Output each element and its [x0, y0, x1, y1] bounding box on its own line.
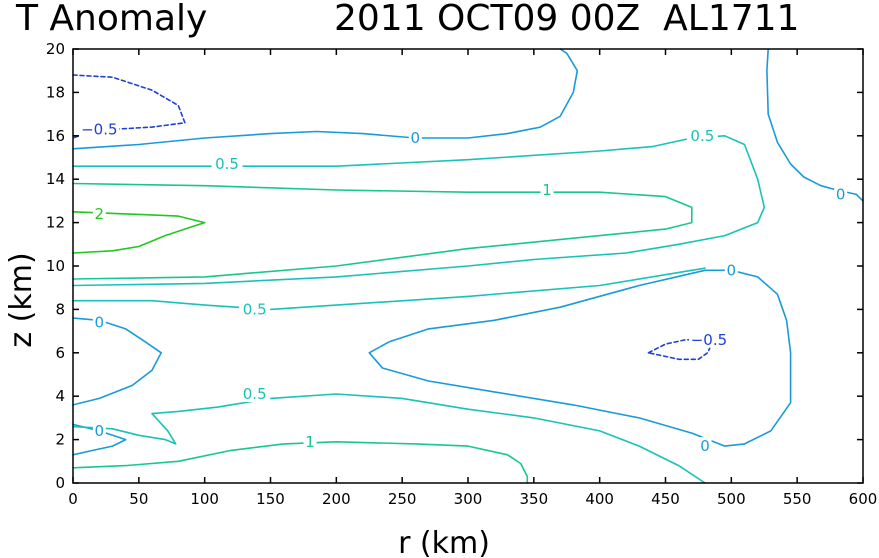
contour-line [72, 441, 529, 484]
contour-label-bg [79, 120, 120, 138]
contour-line [647, 339, 713, 361]
x-tick-label: 150 [256, 490, 285, 508]
contour-label: 0.5 [243, 385, 267, 403]
contour-label-bg [698, 437, 712, 455]
x-tick-label: 600 [849, 490, 878, 508]
chart-title: T Anomaly [15, 0, 207, 39]
contour-line [72, 48, 579, 150]
contour-line [368, 269, 792, 447]
contour-label-bg [239, 385, 271, 403]
y-tick-label: 12 [46, 214, 65, 232]
y-tick-label: 6 [55, 344, 65, 362]
y-tick-label: 16 [46, 127, 65, 145]
x-tick-label: 300 [454, 490, 483, 508]
contour-label-bg [834, 185, 848, 203]
contour-line [72, 211, 206, 254]
y-tick-label: 18 [46, 83, 65, 101]
y-tick-label: 0 [55, 474, 65, 492]
y-axis-label: z (km) [4, 252, 39, 347]
y-tick-label: 14 [46, 170, 65, 188]
contour-label: 0 [727, 261, 737, 279]
contour-label: 0 [836, 185, 846, 203]
contour-label: 1 [542, 181, 552, 199]
x-tick-label: 200 [322, 490, 351, 508]
contour-labels: −0.5 −0.5 0 0 0 0 0 0 0.5 0.5 0.5 0.5 1 1 2 [79, 120, 848, 455]
contour-label: 0 [95, 422, 105, 440]
contour-label-bg [92, 421, 106, 439]
contour-label-bg [303, 432, 317, 450]
x-axis-ticks: 0 50 100 150 200 250 300 350 400 450 500 550 600 [68, 49, 877, 508]
contour-label-bg [686, 126, 718, 144]
contour-line [72, 135, 766, 287]
contour-lines [72, 48, 864, 484]
contour-line [72, 317, 162, 406]
contour-label-bg [211, 155, 243, 173]
contour-label-bg [92, 313, 106, 331]
y-tick-label: 2 [55, 431, 65, 449]
y-tick-label: 20 [46, 40, 65, 58]
contour-label: 0.5 [243, 300, 267, 318]
y-tick-label: 4 [55, 387, 65, 405]
chart-subtitle: 2011 OCT09 00Z AL1711 [334, 0, 799, 39]
contour-label: 0 [700, 437, 710, 455]
contour-label: 1 [305, 433, 315, 451]
contour-line [72, 182, 693, 280]
plot-frame [72, 48, 864, 484]
contour-label: 0 [411, 129, 421, 147]
x-tick-label: 350 [520, 490, 549, 508]
x-tick-label: 400 [585, 490, 614, 508]
contour-label: 0.5 [690, 127, 714, 145]
contour-label-bg [408, 128, 422, 146]
contour-label-bg [724, 261, 738, 279]
contour-label-bg [688, 330, 729, 348]
y-tick-label: 10 [46, 257, 65, 275]
x-tick-label: 50 [129, 490, 148, 508]
x-tick-label: 500 [717, 490, 746, 508]
contour-line [766, 48, 864, 202]
y-tick-label: 8 [55, 300, 65, 318]
x-axis-label: r (km) [398, 526, 490, 558]
x-tick-label: 250 [388, 490, 417, 508]
contour-label-bg [239, 300, 271, 318]
x-tick-label: 550 [783, 490, 812, 508]
contour-line [72, 267, 706, 311]
contour-label-bg [92, 204, 106, 222]
contour-label: −0.5 [81, 120, 117, 138]
x-tick-label: 450 [651, 490, 680, 508]
contour-label: 2 [95, 205, 105, 223]
x-tick-label: 100 [190, 490, 219, 508]
contour-line [72, 393, 706, 484]
contour-label-bg [540, 181, 554, 199]
contour-label: 0.5 [215, 155, 239, 173]
contour-label: 0 [95, 313, 105, 331]
contour-label: −0.5 [691, 331, 727, 349]
x-tick-label: 0 [68, 490, 78, 508]
